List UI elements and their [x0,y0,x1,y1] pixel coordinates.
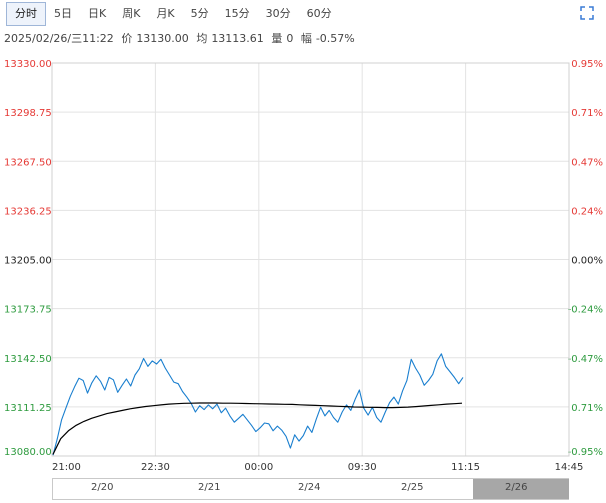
x-tick-label: 22:30 [141,462,170,473]
percent-tick-label: 0.71% [571,108,603,119]
x-tick-label: 00:00 [244,462,273,473]
tab-monthly-k[interactable]: 月K [156,7,175,20]
y-tick-label: 13298.75 [4,108,52,119]
y-tick-label: 13205.00 [4,256,52,267]
fullscreen-icon[interactable] [580,6,594,20]
x-tick-label: 11:15 [451,462,480,473]
navigator-date: 2/20 [91,482,114,493]
y-tick-label: 13267.50 [4,157,52,168]
tab-15-min[interactable]: 15分 [224,7,250,20]
tab-intraday[interactable]: 分时 [6,2,46,26]
navigator-selection[interactable] [473,479,569,499]
y-tick-label: 13236.25 [4,206,52,217]
x-tick-label: 21:00 [52,462,81,473]
y-tick-label: 13111.25 [4,403,52,414]
volume-value: 0 [286,32,294,45]
price-value: 13130.00 [136,32,189,45]
price-label: 价 [121,32,133,45]
tab-daily-k[interactable]: 日K [88,7,107,20]
x-tick-label: 09:30 [348,462,377,473]
tab-60-min[interactable]: 60分 [306,7,332,20]
average-price-line [52,402,463,455]
percent-tick-label: 0.71% [571,403,603,414]
period-tab-bar: 分时 5日 日K 周K 月K 5分 15分 30分 60分 [0,0,606,28]
navigator-date: 2/26 [505,482,528,493]
x-tick-label: 14:45 [555,462,584,473]
tab-5-min[interactable]: 5分 [190,7,209,20]
change-value: -0.57% [315,32,355,45]
percent-tick-label: -0.47% [568,354,603,365]
volume-label: 量 [271,32,283,45]
navigator-date: 2/24 [298,482,321,493]
time-range-navigator[interactable]: 2/20 2/21 2/24 2/25 2/26 [52,478,569,500]
y-tick-label: 13080.00 [4,447,52,458]
navigator-date: 2/25 [401,482,424,493]
tab-30-min[interactable]: 30分 [265,7,291,20]
quote-datetime: 2025/02/26/三11:22 [4,32,114,45]
avg-value: 13113.61 [211,32,264,45]
percent-tick-label: 0.95% [571,59,603,70]
tab-weekly-k[interactable]: 周K [122,7,141,20]
y-tick-label: 13142.50 [4,354,52,365]
avg-label: 均 [196,32,208,45]
y-tick-label: 13173.75 [4,305,52,316]
percent-tick-label: 0.47% [571,157,603,168]
tab-5-day[interactable]: 5日 [54,7,72,20]
percent-tick-label: 0.24% [571,206,603,217]
price-line [52,353,464,456]
y-tick-label: 13330.00 [4,59,52,70]
percent-tick-label: -0.95% [568,447,603,458]
percent-tick-label: -0.24% [568,305,603,316]
percent-tick-label: 0.00% [571,256,603,267]
navigator-date: 2/21 [198,482,221,493]
plot-area [51,62,570,457]
change-label: 幅 [300,32,312,45]
